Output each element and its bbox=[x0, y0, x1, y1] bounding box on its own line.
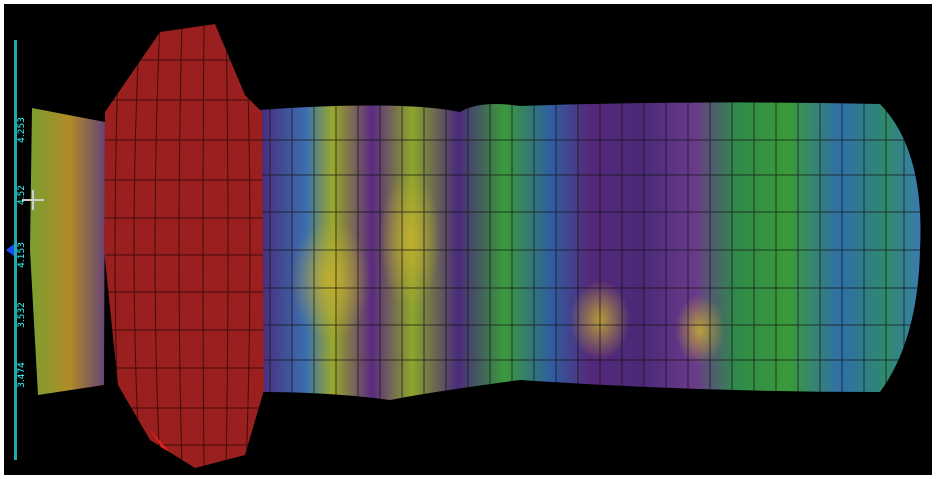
page: 4.253 4.52 4.153 3.532 3.474 (() => { co… bbox=[0, 0, 936, 479]
legend-label: 4.153 bbox=[17, 242, 27, 268]
render-view: 4.253 4.52 4.153 3.532 3.474 bbox=[0, 0, 936, 479]
legend-label: 3.474 bbox=[17, 362, 27, 388]
legend-label: 3.532 bbox=[17, 302, 27, 328]
legend-label: 4.253 bbox=[17, 117, 27, 143]
legend-label: 4.52 bbox=[17, 185, 27, 205]
mesh-neck bbox=[30, 108, 105, 395]
mesh-bulge bbox=[104, 24, 264, 468]
